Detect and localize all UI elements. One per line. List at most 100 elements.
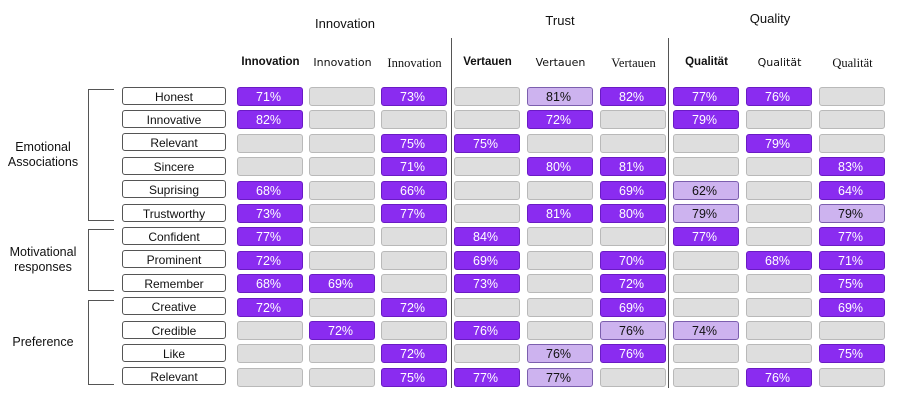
- row-label-sincere: Sincere: [122, 156, 226, 175]
- category-bracket: [88, 299, 114, 385]
- table-cell: [746, 344, 812, 364]
- table-cell: 81%: [527, 87, 593, 106]
- table-cell: [309, 87, 375, 106]
- row-label-relevant: Relevant: [122, 133, 226, 152]
- table-cell: 74%: [673, 321, 739, 340]
- table-cell: [746, 180, 812, 200]
- table-cell: 79%: [746, 133, 812, 153]
- table-cell: [237, 367, 303, 387]
- row-label-honest: Honest: [122, 86, 226, 105]
- table-cell: [600, 367, 666, 387]
- table-cell: [309, 344, 375, 364]
- table-cell: [454, 157, 520, 177]
- category-bracket: [88, 89, 114, 221]
- row-label-remember: Remember: [122, 273, 226, 292]
- table-cell: 75%: [819, 344, 885, 364]
- table-cell: 76%: [746, 367, 812, 387]
- table-cell: 69%: [819, 297, 885, 317]
- row-label-like: Like: [122, 343, 226, 362]
- table-cell: [527, 227, 593, 247]
- column-header: Innovation: [387, 56, 442, 70]
- table-cell: [527, 133, 593, 153]
- group-separator: [451, 38, 452, 388]
- table-cell: 69%: [454, 250, 520, 270]
- table-cell: 77%: [673, 87, 739, 106]
- table-cell: [746, 274, 812, 294]
- table-cell: [746, 110, 812, 130]
- table-cell: [600, 227, 666, 247]
- table-cell: 77%: [819, 227, 885, 247]
- row-label-confident: Confident: [122, 226, 226, 245]
- table-cell: 77%: [381, 204, 447, 223]
- table-cell: 77%: [673, 227, 739, 247]
- table-cell: 69%: [309, 274, 375, 294]
- column-header: Vertauen: [611, 56, 656, 70]
- table-cell: [309, 204, 375, 223]
- table-cell: 75%: [381, 367, 447, 387]
- column-header: Qualität: [832, 56, 873, 70]
- row-label-trustworthy: Trustworthy: [122, 203, 226, 222]
- table-cell: [527, 180, 593, 200]
- table-cell: 66%: [381, 180, 447, 200]
- table-cell: 79%: [673, 110, 739, 130]
- column-header: Innovation: [313, 56, 372, 69]
- category-label: Emotional Associations: [7, 140, 79, 169]
- table-cell: 69%: [600, 297, 666, 317]
- table-cell: [309, 133, 375, 153]
- table-cell: [381, 250, 447, 270]
- row-label-creative: Creative: [122, 297, 226, 316]
- table-cell: [673, 133, 739, 153]
- table-cell: 72%: [237, 250, 303, 270]
- table-cell: [746, 297, 812, 317]
- table-cell: 71%: [381, 157, 447, 177]
- table-cell: [309, 180, 375, 200]
- table-cell: [673, 274, 739, 294]
- table-cell: 76%: [527, 344, 593, 364]
- table-cell: [527, 297, 593, 317]
- table-cell: 73%: [454, 274, 520, 294]
- table-cell: [381, 110, 447, 130]
- table-cell: [381, 321, 447, 340]
- column-header: Innovation: [241, 56, 300, 68]
- table-cell: [454, 297, 520, 317]
- table-cell: 77%: [454, 367, 520, 387]
- table-cell: 80%: [600, 204, 666, 223]
- table-cell: 84%: [454, 227, 520, 247]
- row-label-prominent: Prominent: [122, 250, 226, 269]
- group-title-trust: Trust: [545, 13, 575, 28]
- table-cell: 73%: [381, 87, 447, 106]
- table-cell: [237, 133, 303, 153]
- group-title-innovation: Innovation: [315, 16, 375, 31]
- table-cell: 75%: [819, 274, 885, 294]
- table-cell: [673, 157, 739, 177]
- table-cell: 82%: [237, 110, 303, 130]
- table-cell: 82%: [600, 87, 666, 106]
- table-cell: [309, 250, 375, 270]
- table-cell: [527, 250, 593, 270]
- row-label-credible: Credible: [122, 320, 226, 339]
- table-cell: 62%: [673, 180, 739, 200]
- row-label-relevant: Relevant: [122, 367, 226, 386]
- table-cell: 69%: [600, 180, 666, 200]
- table-cell: 72%: [381, 344, 447, 364]
- table-cell: [309, 227, 375, 247]
- table-cell: 76%: [600, 344, 666, 364]
- table-cell: [237, 321, 303, 340]
- table-cell: 76%: [454, 321, 520, 340]
- table-cell: [309, 367, 375, 387]
- table-cell: 68%: [746, 250, 812, 270]
- table-cell: 80%: [527, 157, 593, 177]
- table-cell: [819, 110, 885, 130]
- table-cell: [746, 227, 812, 247]
- table-cell: [600, 110, 666, 130]
- column-header: Vertauen: [535, 56, 586, 69]
- table-cell: 64%: [819, 180, 885, 200]
- column-header: Qualität: [685, 56, 728, 68]
- table-cell: 77%: [237, 227, 303, 247]
- category-label: Motivational responses: [9, 245, 77, 275]
- table-cell: [309, 297, 375, 317]
- table-cell: 79%: [819, 204, 885, 223]
- row-label-suprising: Suprising: [122, 180, 226, 199]
- table-cell: [237, 344, 303, 364]
- table-cell: 72%: [600, 274, 666, 294]
